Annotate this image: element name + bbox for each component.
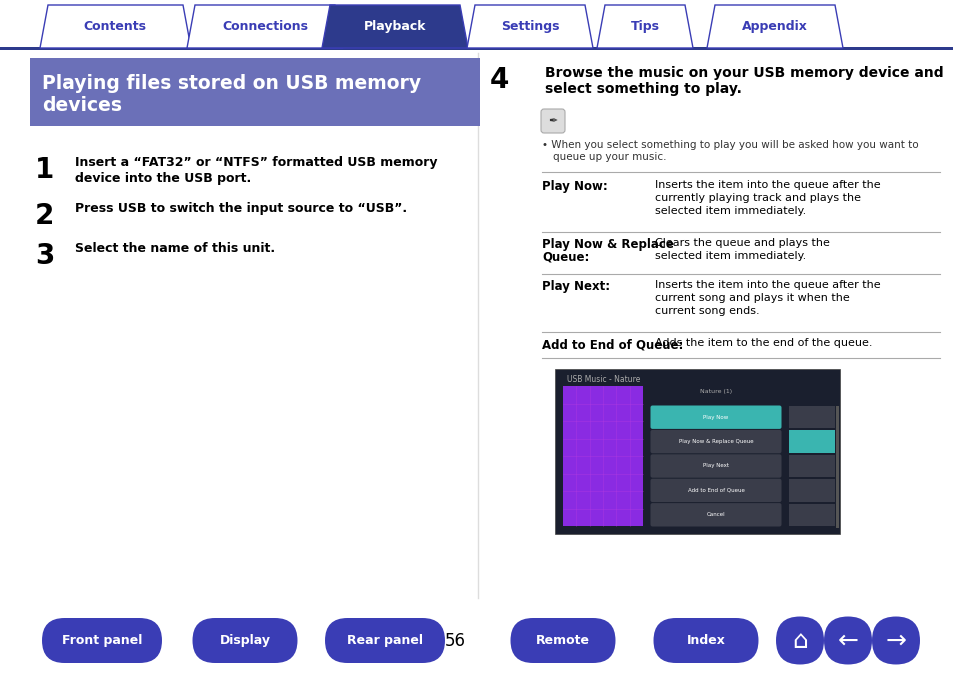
Text: 56: 56 <box>444 631 465 649</box>
Bar <box>788 503 834 526</box>
FancyBboxPatch shape <box>650 406 781 429</box>
Text: 1: 1 <box>35 156 54 184</box>
Bar <box>0 47 953 50</box>
Text: Remote: Remote <box>536 634 589 647</box>
Text: device into the USB port.: device into the USB port. <box>75 172 251 185</box>
Text: Select the name of this unit.: Select the name of this unit. <box>75 242 274 255</box>
FancyBboxPatch shape <box>650 430 781 454</box>
Text: Inserts the item into the queue after the: Inserts the item into the queue after th… <box>655 280 880 290</box>
Text: selected item immediately.: selected item immediately. <box>655 206 805 216</box>
Text: ⌂: ⌂ <box>791 629 807 653</box>
FancyBboxPatch shape <box>325 618 444 663</box>
Text: 3: 3 <box>35 242 54 270</box>
Text: Connections: Connections <box>222 20 308 33</box>
FancyBboxPatch shape <box>650 479 781 502</box>
Text: • When you select something to play you will be asked how you want to: • When you select something to play you … <box>541 140 918 150</box>
Text: USB Music - Nature: USB Music - Nature <box>566 374 639 384</box>
FancyBboxPatch shape <box>193 618 297 663</box>
Bar <box>30 58 479 126</box>
Text: Tips: Tips <box>630 20 659 33</box>
FancyBboxPatch shape <box>650 503 781 526</box>
Text: Contents: Contents <box>84 20 147 33</box>
Text: 4: 4 <box>490 66 509 94</box>
Bar <box>835 406 838 528</box>
Polygon shape <box>187 5 343 48</box>
Text: Playback: Playback <box>363 20 426 33</box>
Bar <box>788 479 834 501</box>
Text: ✒: ✒ <box>548 116 558 126</box>
Text: Add to End of Queue:: Add to End of Queue: <box>541 338 682 351</box>
Text: queue up your music.: queue up your music. <box>553 152 666 162</box>
Text: Add to End of Queue: Add to End of Queue <box>687 488 743 493</box>
Text: Play Now & Replace Queue: Play Now & Replace Queue <box>678 439 753 444</box>
Text: Appendix: Appendix <box>741 20 807 33</box>
Bar <box>555 369 840 534</box>
FancyBboxPatch shape <box>653 618 758 663</box>
FancyBboxPatch shape <box>823 616 871 664</box>
Text: current song and plays it when the: current song and plays it when the <box>655 293 849 303</box>
Text: Cancel: Cancel <box>706 512 724 518</box>
Polygon shape <box>322 5 468 48</box>
Text: Insert a “FAT32” or “NTFS” formatted USB memory: Insert a “FAT32” or “NTFS” formatted USB… <box>75 156 437 169</box>
Text: Browse the music on your USB memory device and: Browse the music on your USB memory devi… <box>544 66 943 80</box>
FancyBboxPatch shape <box>650 454 781 478</box>
Polygon shape <box>706 5 842 48</box>
Text: Front panel: Front panel <box>62 634 142 647</box>
Text: Press USB to switch the input source to “USB”.: Press USB to switch the input source to … <box>75 202 407 215</box>
FancyBboxPatch shape <box>871 616 919 664</box>
Text: current song ends.: current song ends. <box>655 306 759 316</box>
Text: Play Now & Replace: Play Now & Replace <box>541 238 673 251</box>
Text: Play Next: Play Next <box>702 464 728 468</box>
Bar <box>788 455 834 477</box>
Polygon shape <box>467 5 593 48</box>
Text: Playing files stored on USB memory: Playing files stored on USB memory <box>42 74 420 93</box>
FancyBboxPatch shape <box>775 616 823 664</box>
Text: Play Now: Play Now <box>702 415 728 420</box>
Text: Play Now:: Play Now: <box>541 180 607 193</box>
Text: Rear panel: Rear panel <box>347 634 422 647</box>
FancyBboxPatch shape <box>540 109 564 133</box>
Polygon shape <box>40 5 191 48</box>
Text: devices: devices <box>42 96 122 115</box>
FancyBboxPatch shape <box>42 618 162 663</box>
Text: Nature (1): Nature (1) <box>700 390 731 394</box>
Text: Inserts the item into the queue after the: Inserts the item into the queue after th… <box>655 180 880 190</box>
Text: 2: 2 <box>35 202 54 230</box>
Text: currently playing track and plays the: currently playing track and plays the <box>655 193 861 203</box>
Bar <box>788 431 834 453</box>
Text: Index: Index <box>686 634 724 647</box>
Text: select something to play.: select something to play. <box>544 82 741 96</box>
Text: Display: Display <box>219 634 271 647</box>
Text: →: → <box>884 629 905 653</box>
Polygon shape <box>597 5 692 48</box>
Text: Queue:: Queue: <box>541 251 589 264</box>
Text: selected item immediately.: selected item immediately. <box>655 251 805 261</box>
Text: Play Next:: Play Next: <box>541 280 610 293</box>
Text: Adds the item to the end of the queue.: Adds the item to the end of the queue. <box>655 338 872 348</box>
Bar <box>788 406 834 429</box>
Text: Clears the queue and plays the: Clears the queue and plays the <box>655 238 829 248</box>
Bar <box>562 386 642 526</box>
Text: Settings: Settings <box>500 20 558 33</box>
Text: ←: ← <box>837 629 858 653</box>
FancyBboxPatch shape <box>510 618 615 663</box>
